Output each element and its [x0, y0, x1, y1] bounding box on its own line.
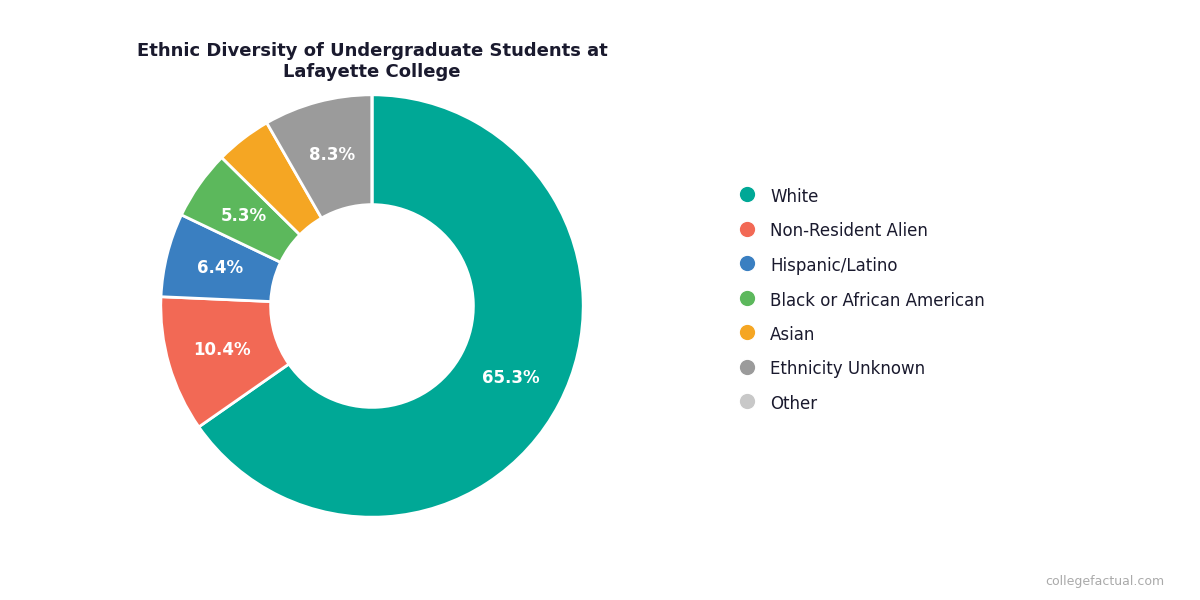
Wedge shape: [266, 95, 372, 218]
Text: 8.3%: 8.3%: [308, 146, 355, 164]
Text: 65.3%: 65.3%: [481, 369, 539, 387]
Wedge shape: [161, 215, 281, 302]
Text: collegefactual.com: collegefactual.com: [1045, 575, 1164, 588]
Text: 10.4%: 10.4%: [193, 341, 251, 359]
Text: 5.3%: 5.3%: [221, 207, 268, 225]
Wedge shape: [181, 158, 300, 262]
Legend: White, Non-Resident Alien, Hispanic/Latino, Black or African American, Asian, Et: White, Non-Resident Alien, Hispanic/Lati…: [728, 178, 994, 422]
Wedge shape: [161, 297, 289, 427]
Text: 6.4%: 6.4%: [197, 259, 244, 277]
Wedge shape: [199, 95, 583, 517]
Wedge shape: [222, 123, 322, 235]
Text: Ethnic Diversity of Undergraduate Students at
Lafayette College: Ethnic Diversity of Undergraduate Studen…: [137, 42, 607, 81]
